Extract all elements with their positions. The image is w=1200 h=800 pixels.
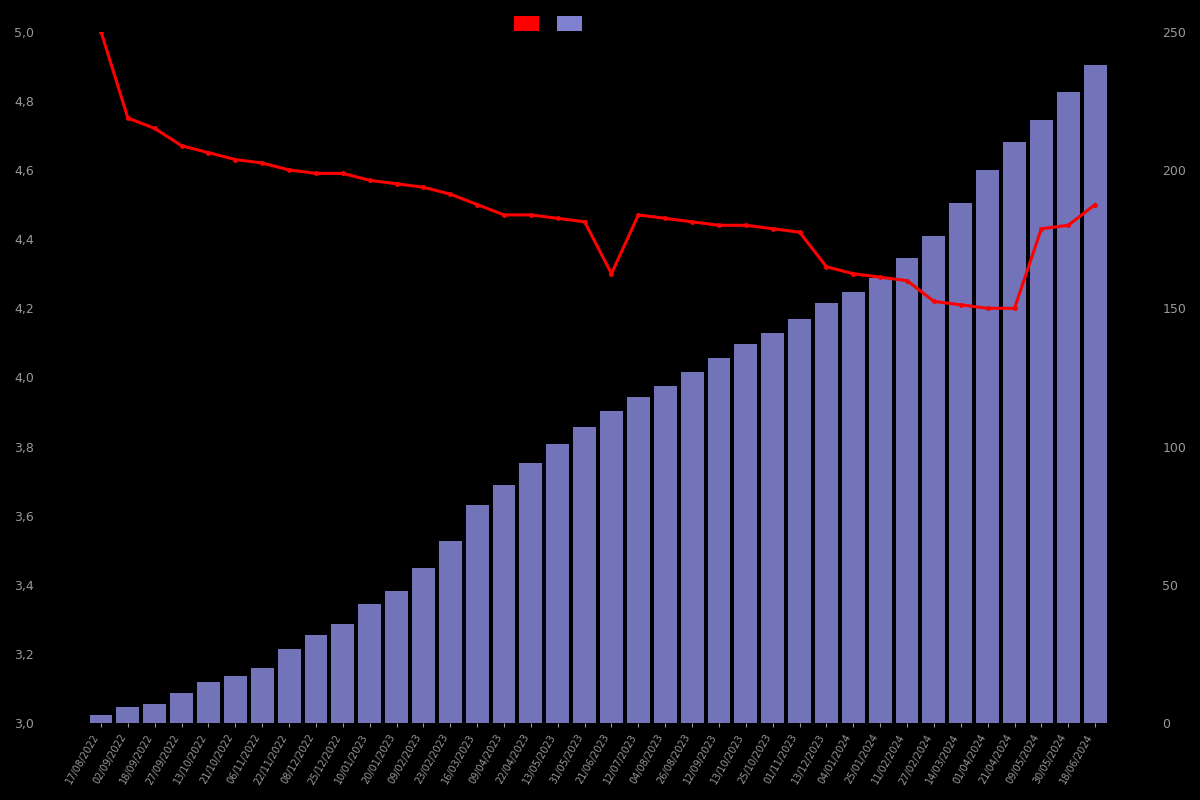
Bar <box>116 706 139 723</box>
Bar <box>869 278 892 723</box>
Bar <box>734 344 757 723</box>
Bar <box>224 676 247 723</box>
Bar <box>842 292 865 723</box>
Bar <box>654 386 677 723</box>
Bar <box>90 715 113 723</box>
Bar <box>815 302 838 723</box>
Bar <box>680 372 703 723</box>
Bar <box>170 693 193 723</box>
Bar <box>520 463 542 723</box>
Bar <box>305 635 328 723</box>
Bar <box>788 319 811 723</box>
Bar <box>1057 93 1080 723</box>
Bar <box>1084 65 1106 723</box>
Bar <box>574 427 596 723</box>
Bar <box>600 410 623 723</box>
Bar <box>493 486 516 723</box>
Bar <box>251 668 274 723</box>
Bar <box>385 590 408 723</box>
Bar <box>412 569 434 723</box>
Bar <box>923 236 946 723</box>
Bar <box>143 704 166 723</box>
Bar <box>331 624 354 723</box>
Bar <box>359 604 382 723</box>
Bar <box>761 334 784 723</box>
Bar <box>1030 120 1052 723</box>
Bar <box>197 682 220 723</box>
Bar <box>439 541 462 723</box>
Bar <box>1003 142 1026 723</box>
Bar <box>277 649 300 723</box>
Bar <box>895 258 918 723</box>
Bar <box>949 203 972 723</box>
Bar <box>977 170 1000 723</box>
Legend: , : , <box>508 11 599 37</box>
Bar <box>708 358 731 723</box>
Bar <box>466 505 488 723</box>
Bar <box>546 444 569 723</box>
Bar <box>626 397 649 723</box>
